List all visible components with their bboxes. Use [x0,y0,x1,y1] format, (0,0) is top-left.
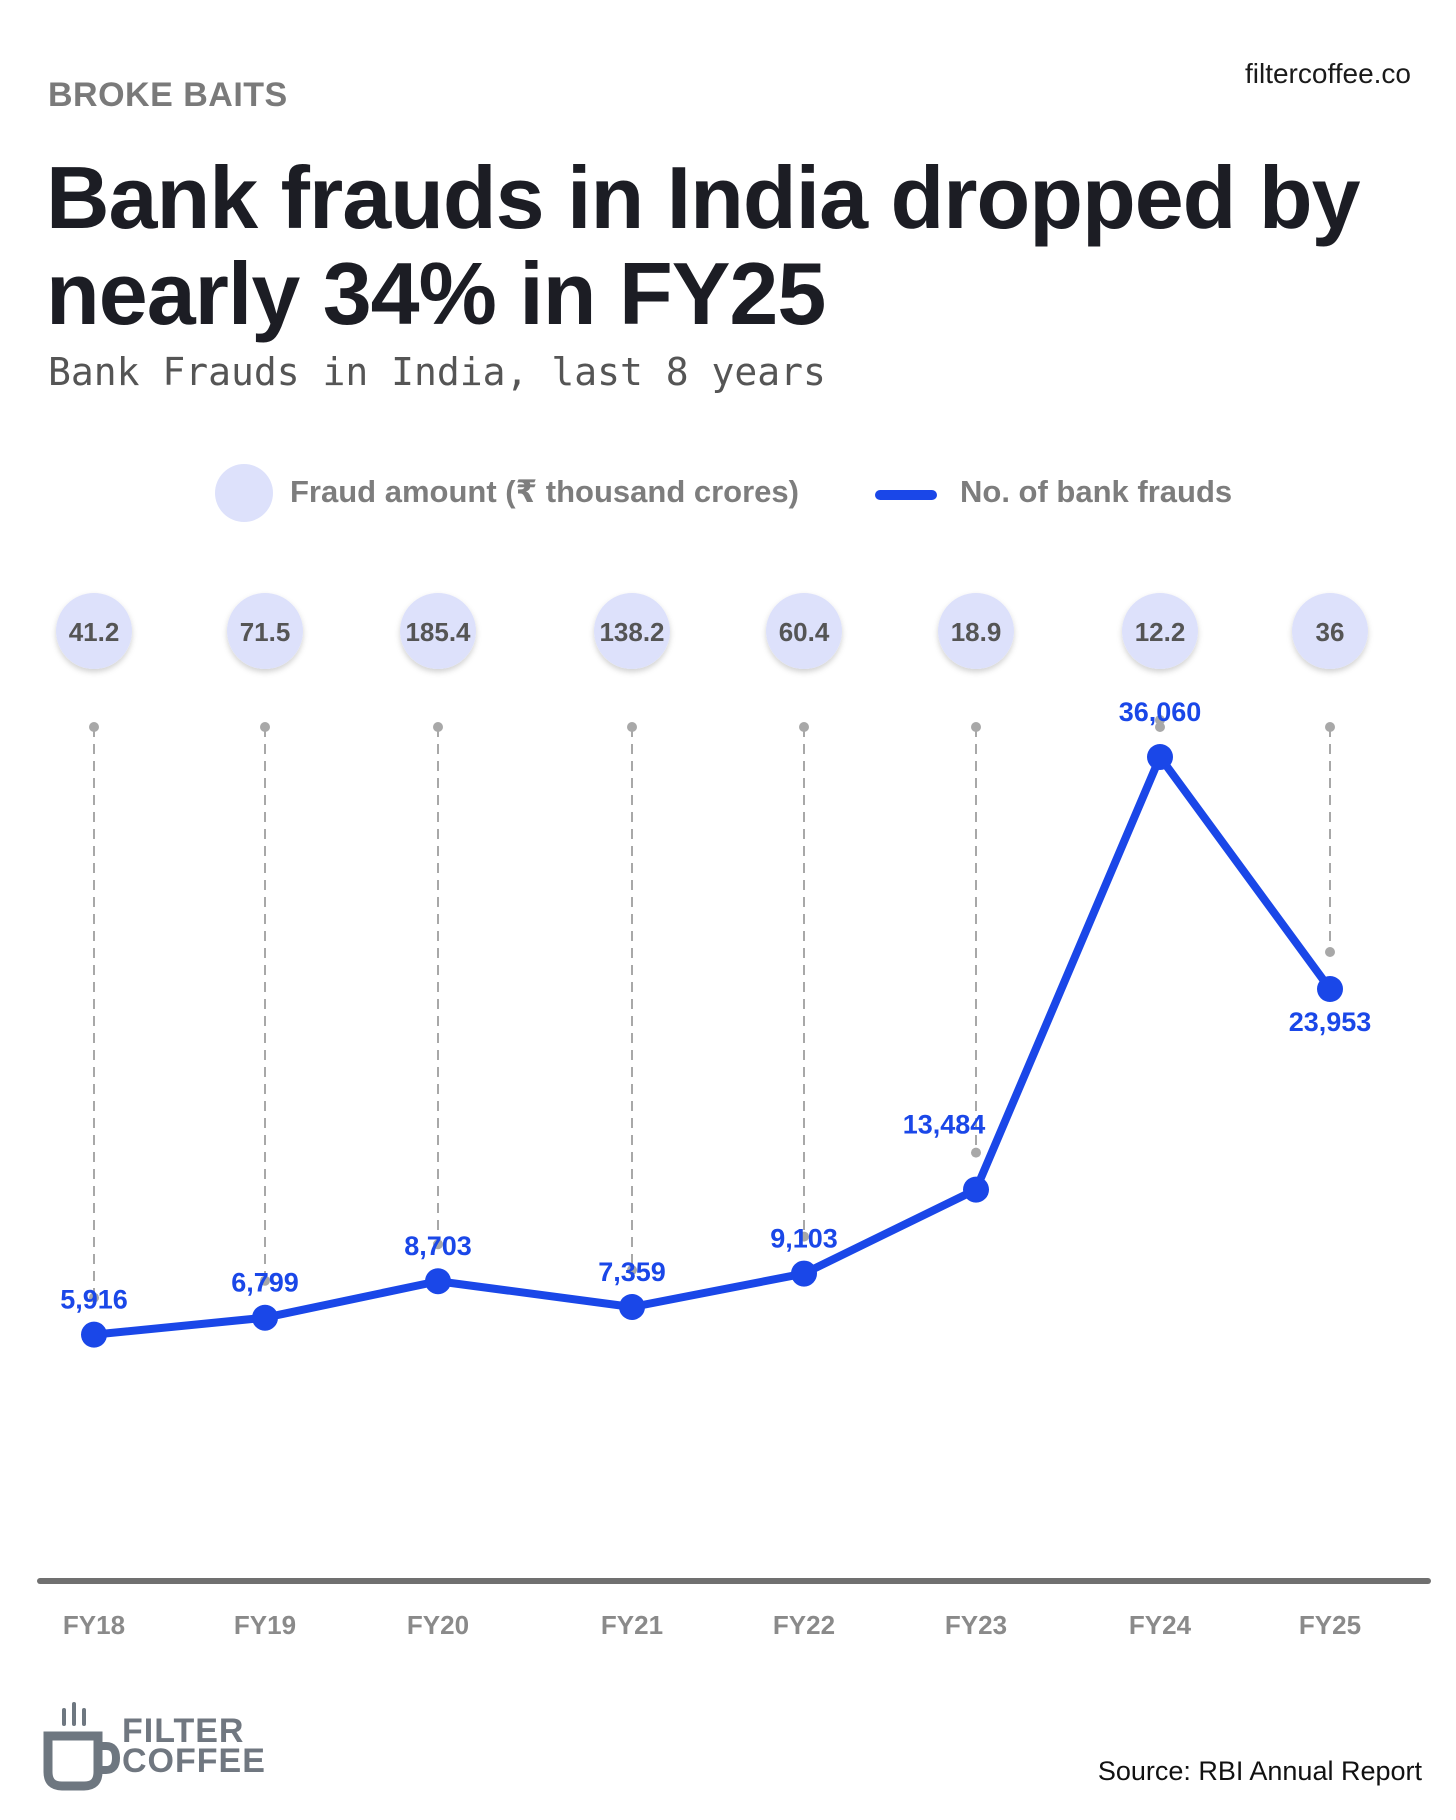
count-label-fy20: 8,703 [404,1231,472,1261]
count-point-fy22 [791,1260,817,1287]
logo-wordmark: FILTER COFFEE [122,1712,266,1780]
page-title: Bank frauds in India dropped by nearly 3… [46,148,1361,343]
connector-bottom-dot-fy24 [1155,715,1165,725]
x-tick-label-fy23: FY23 [945,1610,1007,1640]
frauds-count-line [90,753,1334,1339]
amount-label-fy24: 12.2 [1135,617,1186,647]
count-label-fy21: 7,359 [598,1257,666,1287]
count-label-fy24: 36,060 [1119,697,1202,727]
connector-bottom-dot-fy23 [971,1147,981,1158]
coffee-cup-icon [43,1702,121,1791]
count-point-fy23 [963,1176,989,1203]
connector-bottom-dot-fy22 [799,1231,809,1242]
connector-top-dot-fy20 [433,722,443,732]
connector-top-dot-fy19 [260,722,270,732]
amount-label-fy19: 71.5 [240,617,291,647]
amount-label-fy25: 36 [1316,617,1345,647]
connector-bottom-dot-fy21 [627,1264,637,1275]
filter-coffee-logo: FILTER COFFEE [42,1696,282,1796]
count-point-fy24 [1147,744,1173,770]
amount-label-fy23: 18.9 [951,617,1002,647]
legend-line-swatch [875,490,937,500]
amount-bubble-fy25 [1292,593,1368,669]
chart-subtitle: Bank Frauds in India, last 8 years [48,350,826,394]
amount-bubble-fy20 [400,593,476,669]
count-point-fy21 [619,1293,645,1320]
connector-bottom-dot-fy19 [260,1275,270,1286]
x-tick-label-fy21: FY21 [601,1610,663,1640]
line-chart: 41.2 71.5 185.4 138.2 60.4 18.9 12.2 36 5,916 6,7… [37,593,1431,1640]
amount-bubble-fy23 [938,593,1014,669]
amount-bubble-fy22 [766,593,842,669]
count-label-fy19: 6,799 [231,1268,299,1298]
connector-top-dot-fy18 [89,722,99,732]
legend: Fraud amount (₹ thousand crores) No. of … [0,460,1456,530]
amount-label-fy18: 41.2 [69,617,120,647]
connector-top-dot-fy24 [1155,722,1165,732]
connector-top-dot-fy23 [971,722,981,732]
count-label-fy22: 9,103 [770,1224,838,1254]
x-tick-label-fy20: FY20 [407,1610,469,1640]
amount-label-fy22: 60.4 [779,617,830,647]
amount-label-fy20: 185.4 [405,617,471,647]
logo-line-2: COFFEE [122,1742,266,1780]
legend-count-label: No. of bank frauds [960,474,1233,509]
x-tick-label-fy25: FY25 [1299,1610,1361,1640]
site-url[interactable]: filtercoffee.co [1244,58,1411,89]
count-point-fy19 [252,1304,278,1331]
count-point-fy18 [81,1321,107,1348]
count-label-fy25: 23,953 [1289,1007,1372,1037]
legend-amount-label: Fraud amount (₹ thousand crores) [290,474,799,509]
count-label-fy23: 13,484 [903,1110,986,1140]
amount-label-fy21: 138.2 [599,617,664,647]
count-point-fy20 [425,1268,451,1295]
connector-bottom-dot-fy20 [433,1239,443,1250]
x-tick-label-fy18: FY18 [63,1610,125,1640]
count-label-fy18: 5,916 [60,1285,128,1315]
amount-bubble-fy19 [227,593,303,669]
amount-bubble-fy24 [1122,593,1198,669]
amount-bubble-fy21 [594,593,670,669]
connector-top-dot-fy25 [1325,722,1335,732]
source-note: Source: RBI Annual Report [1097,1756,1422,1786]
x-tick-label-fy24: FY24 [1129,1610,1192,1640]
x-tick-label-fy22: FY22 [773,1610,835,1640]
kicker: BROKE BAITS [48,76,288,114]
connector-bottom-dot-fy25 [1325,947,1335,958]
legend-bubble-swatch [215,464,273,522]
connector-bottom-dot-fy18 [89,1292,99,1303]
connector-top-dot-fy22 [799,722,809,732]
x-tick-label-fy19: FY19 [234,1610,296,1640]
connector-top-dot-fy21 [627,722,637,732]
count-point-fy25 [1317,976,1343,1003]
logo-line-1: FILTER [122,1712,245,1750]
amount-bubble-fy18 [56,593,132,669]
